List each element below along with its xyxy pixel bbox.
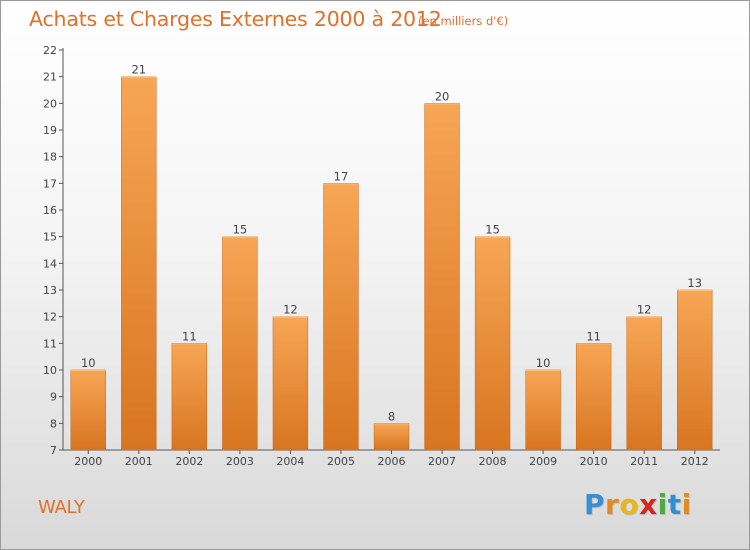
x-tick-label: 2009 [529,455,557,468]
logo-letter: i [681,488,692,521]
bar [575,343,612,451]
y-tick-label: 22 [43,44,57,57]
data-label: 15 [233,223,248,237]
y-tick-label: 13 [43,284,57,297]
logo-letter: i [657,488,668,521]
x-tick-label: 2003 [226,455,254,468]
logo-letter: r [605,488,620,521]
logo-letter: o [619,488,640,521]
data-label: 15 [485,223,500,237]
bar [474,236,511,451]
y-tick-label: 10 [43,364,57,377]
data-label: 20 [435,89,450,103]
bar [525,369,561,451]
bar [171,343,208,451]
data-label: 11 [586,329,601,343]
bar [272,316,309,451]
x-tick-label: 2006 [378,455,406,468]
x-tick-label: 2008 [479,455,507,468]
y-tick-label: 16 [43,204,57,217]
y-tick-label: 20 [43,97,57,110]
y-tick-label: 11 [43,337,57,350]
logo-letter: t [667,488,682,521]
bar [373,423,410,451]
data-label: 10 [536,356,551,370]
chart-axes: 7 8 9 10 11 12 13 14 15 16 17 18 19 20 21 22 2000 2001 200… [43,44,720,468]
y-tick-label: 7 [50,444,57,457]
x-tick-label: 2004 [276,455,304,468]
x-tick-label: 2010 [580,455,608,468]
bar [626,316,662,451]
logo-letter: P [584,488,606,521]
y-tick-label: 8 [50,417,57,430]
bar [323,183,359,451]
y-tick-label: 12 [43,311,57,324]
chart-unit: (en milliers d'€) [418,14,509,28]
proxiti-logo: Proxiti [584,488,692,521]
y-tick-label: 15 [43,231,57,244]
x-tick-label: 2001 [125,455,153,468]
y-tick-label: 18 [43,151,57,164]
x-tick-label: 2000 [74,455,102,468]
y-tick-label: 19 [43,124,57,137]
data-label: 12 [283,303,298,317]
x-tick-label: 2012 [681,455,709,468]
logo-letter: x [639,488,658,521]
bar [424,103,460,451]
bar [70,369,106,451]
data-label: 8 [388,409,395,423]
commune-name: WALY [38,497,85,518]
chart-bars: 10 21 11 15 12 17 8 20 15 10 11 12 13 [70,63,713,451]
bar [121,76,157,451]
data-label: 17 [334,169,349,183]
x-tick-label: 2002 [175,455,203,468]
x-tick-label: 2011 [630,455,658,468]
x-tick-label: 2007 [428,455,456,468]
y-tick-label: 21 [43,71,57,84]
bar [677,289,713,451]
data-label: 10 [81,356,96,370]
y-tick-label: 17 [43,177,57,190]
data-label: 21 [131,63,146,77]
data-label: 11 [182,329,197,343]
y-tick-label: 9 [50,391,57,404]
x-tick-label: 2005 [327,455,355,468]
data-label: 12 [637,303,652,317]
bar [222,236,258,451]
data-label: 13 [687,276,702,290]
chart-title: Achats et Charges Externes 2000 à 2012 [29,7,442,31]
y-tick-label: 14 [43,257,57,270]
